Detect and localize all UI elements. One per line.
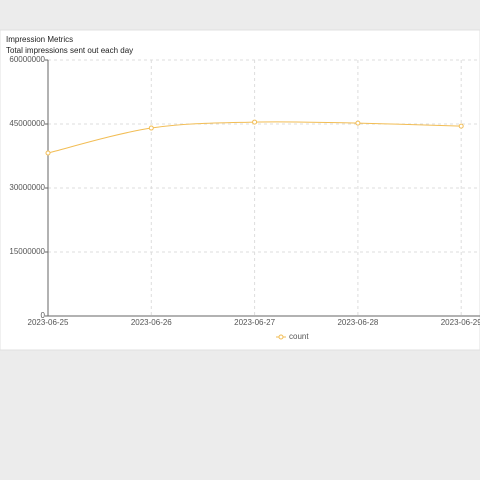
x-tick-label: 2023-06-25 <box>28 318 69 327</box>
point <box>355 120 361 126</box>
legend-marker <box>278 334 284 340</box>
y-tick-label: 15000000 <box>9 247 45 256</box>
chart-subtitle: Total impressions sent out each day <box>6 46 133 55</box>
point <box>148 125 154 131</box>
x-tick-label: 2023-06-28 <box>337 318 378 327</box>
x-tick-label: 2023-06-29 <box>441 318 480 327</box>
point <box>252 119 258 125</box>
y-tick-label: 45000000 <box>9 119 45 128</box>
x-tick-label: 2023-06-27 <box>234 318 275 327</box>
y-tick-label: 30000000 <box>9 183 45 192</box>
x-tick-label: 2023-06-26 <box>131 318 172 327</box>
card <box>0 29 480 351</box>
y-tick-label: 60000000 <box>9 55 45 64</box>
legend-label: count <box>289 332 309 341</box>
chart-title: Impression Metrics <box>6 35 73 44</box>
y-tick-label: 0 <box>41 311 46 320</box>
point <box>45 150 51 156</box>
point <box>458 123 464 129</box>
